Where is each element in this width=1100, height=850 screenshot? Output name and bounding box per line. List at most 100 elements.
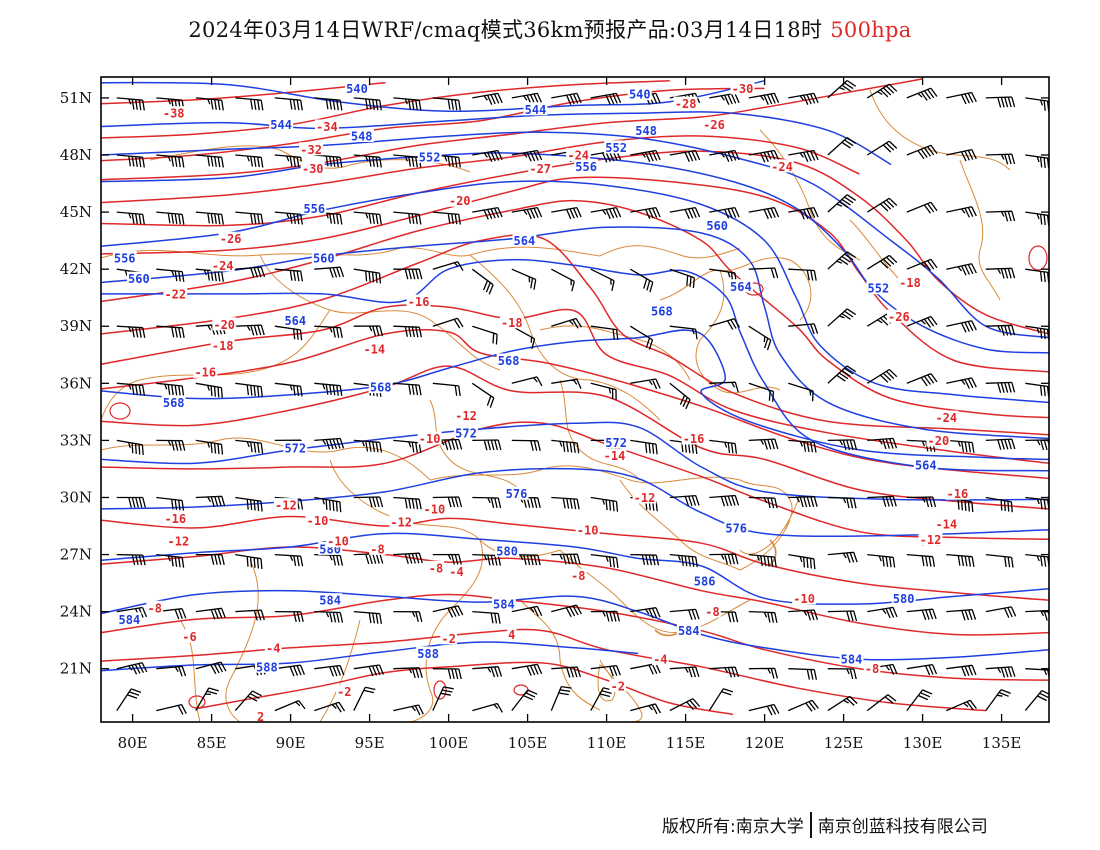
plot-frame xyxy=(100,76,1050,723)
contour-label-bg xyxy=(368,380,393,394)
wind-barb xyxy=(985,688,1011,711)
contour-label-bg xyxy=(604,435,628,449)
temperature-label: -12 xyxy=(168,535,190,549)
contour-label-bg xyxy=(495,543,519,557)
wind-barb xyxy=(472,553,502,566)
wind-barb xyxy=(788,268,817,281)
wind-barb xyxy=(393,496,422,510)
contour-label-bg xyxy=(504,486,529,500)
wind-barb xyxy=(511,206,543,220)
contour-label-bg xyxy=(127,271,151,285)
wind-barb xyxy=(669,382,691,410)
wind-barb xyxy=(393,667,423,679)
temperature-label: -8 xyxy=(429,561,443,575)
geopotential-label: 588 xyxy=(417,647,439,661)
wind-barb xyxy=(669,494,700,507)
geopotential-label: 556 xyxy=(114,251,136,265)
wind-barb xyxy=(235,154,264,168)
geopotential-contour xyxy=(101,131,1049,339)
wind-barb xyxy=(195,439,224,455)
contour-label-bg xyxy=(417,149,442,163)
copyright-company: 南京创蓝科技有限公司 xyxy=(817,817,988,837)
wind-barb xyxy=(156,608,187,620)
temperature-label: -12 xyxy=(390,516,412,530)
contour-label-bg xyxy=(523,102,548,116)
contour-label-bg xyxy=(609,678,626,692)
contour-label-bg xyxy=(512,233,537,247)
wind-barb xyxy=(274,700,306,712)
wind-barb xyxy=(985,496,1013,513)
wind-barb xyxy=(156,665,187,677)
wind-barb xyxy=(827,308,857,327)
wind-barb xyxy=(788,553,816,570)
contour-label-bg xyxy=(730,81,755,95)
contour-label-bg xyxy=(934,410,959,424)
geopotential-contour xyxy=(101,80,765,113)
wind-barb xyxy=(116,382,146,396)
wind-barb xyxy=(314,701,346,713)
temperature-label: -16 xyxy=(408,295,430,309)
temperature-label: -12 xyxy=(634,491,656,505)
contour-label-bg xyxy=(302,201,327,215)
lon-tick-label: 90E xyxy=(276,734,306,752)
wind-barb xyxy=(788,609,819,621)
wind-barb xyxy=(511,553,541,566)
geopotential-label: 584 xyxy=(119,613,141,627)
wind-barb xyxy=(630,439,658,455)
wind-barb xyxy=(669,206,701,220)
wind-barb xyxy=(195,154,224,168)
geopotential-contour xyxy=(101,111,892,166)
wind-barb xyxy=(748,703,780,716)
wind-barb xyxy=(551,317,583,329)
wind-barb xyxy=(906,144,938,160)
wind-barb xyxy=(906,496,937,508)
wind-barb xyxy=(590,610,621,622)
wind-barb xyxy=(550,268,575,292)
contour-label-bg xyxy=(440,631,457,645)
geopotential-label: 564 xyxy=(284,314,306,328)
contour-label-bg xyxy=(454,425,478,439)
axis-ticks: 80E 85E 90E 95E 100E 105E 110E 115E 120E 125E 130E… xyxy=(60,77,1049,752)
wind-barb xyxy=(906,553,936,567)
temperature-label: -26 xyxy=(888,310,910,324)
wind-barb xyxy=(432,382,461,397)
wind-barb xyxy=(946,91,977,105)
contour-label-bg xyxy=(218,231,243,245)
contour-label-bg xyxy=(311,250,336,264)
wind-barb xyxy=(827,668,857,680)
contour-label-bg xyxy=(673,96,698,110)
temperature-label: -8 xyxy=(571,569,585,583)
wind-barb xyxy=(906,372,938,387)
wind-barb xyxy=(985,606,1017,618)
wind-barb xyxy=(827,551,858,563)
wind-barb xyxy=(590,496,619,512)
contour-label-bg xyxy=(427,560,445,574)
contour-label-bg xyxy=(491,597,516,610)
wind-barb xyxy=(748,610,778,623)
wind-barb xyxy=(946,263,977,276)
temperature-contour xyxy=(101,199,1049,419)
wind-barb xyxy=(827,695,858,712)
wind-barb xyxy=(590,382,617,400)
contour-label-bg xyxy=(575,522,600,536)
temperature-label: -26 xyxy=(703,118,725,132)
wind-barb xyxy=(472,666,503,678)
temperature-contour xyxy=(195,661,734,716)
wind-barb xyxy=(906,439,936,452)
wind-barb xyxy=(235,211,264,225)
geopotential-contour xyxy=(101,641,639,672)
wind-barb xyxy=(472,610,501,624)
wind-barb xyxy=(630,607,661,619)
temperature-label: -2 xyxy=(441,632,455,646)
wind-barb xyxy=(314,382,343,397)
geopotential-label: 540 xyxy=(629,88,651,102)
geopotential-label: 552 xyxy=(605,141,627,155)
geopotential-label: 540 xyxy=(346,82,368,96)
wind-barb xyxy=(1024,690,1049,712)
contour-label-bg xyxy=(318,593,343,607)
wind-barb xyxy=(472,439,502,451)
temperature-label: -18 xyxy=(212,339,234,353)
lon-tick-label: 125E xyxy=(824,734,864,752)
geopotential-label: 548 xyxy=(635,124,657,138)
geopotential-label: 588 xyxy=(256,660,278,674)
